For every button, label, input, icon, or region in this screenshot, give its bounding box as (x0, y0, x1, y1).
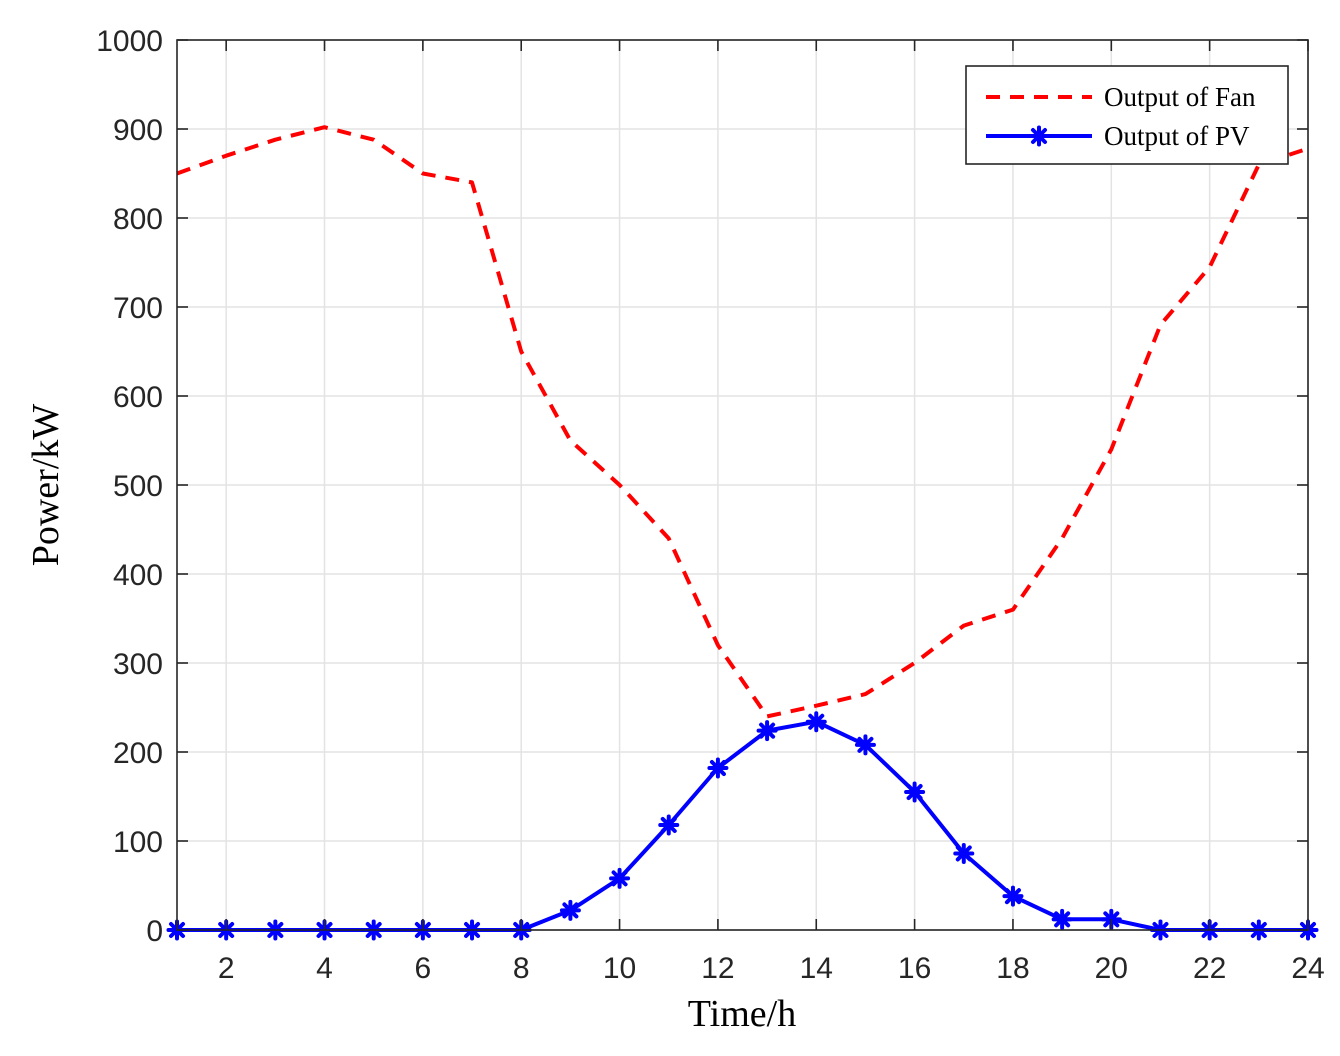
x-tick-label: 10 (603, 952, 636, 985)
x-axis-title: Time/h (688, 993, 796, 1035)
y-tick-label: 700 (113, 292, 163, 325)
x-tick-label: 22 (1193, 952, 1226, 985)
data-point-pv (1002, 885, 1024, 907)
series-layer (166, 125, 1319, 941)
y-tick-label: 0 (146, 915, 163, 948)
data-point-pv (658, 814, 680, 836)
data-point-pv (805, 711, 827, 733)
data-point-pv (904, 781, 926, 803)
x-axis-tick-labels: 2 4 6 8 10 12 14 16 18 20 22 24 (218, 952, 1325, 985)
legend: Output of Fan Output of PV (965, 65, 1289, 165)
x-tick-label: 8 (513, 952, 530, 985)
data-point-pv (707, 757, 729, 779)
legend-label-pv: Output of PV (1104, 121, 1250, 151)
y-tick-label: 800 (113, 203, 163, 236)
y-tick-label: 600 (113, 381, 163, 414)
series-line-fan (176, 125, 1309, 719)
y-axis-title: Power/kW (25, 404, 67, 567)
grid-lines (177, 39, 1309, 931)
x-tick-label: 20 (1095, 952, 1128, 985)
legend-asterisk-marker (1028, 125, 1050, 147)
x-tick-label: 16 (898, 952, 931, 985)
y-axis-tick-labels: 0 100 200 300 400 500 600 700 800 900 1000 (96, 25, 163, 948)
y-tick-label: 100 (113, 826, 163, 859)
legend-label-fan: Output of Fan (1104, 82, 1256, 112)
x-tick-label: 12 (701, 952, 734, 985)
legend-box (965, 65, 1289, 165)
legend-marker-pv (1028, 125, 1050, 147)
series-line-pv (177, 719, 1308, 932)
x-tick-label: 6 (415, 952, 432, 985)
x-tick-label: 4 (316, 952, 333, 985)
data-point-pv (756, 720, 778, 742)
x-tick-label: 2 (218, 952, 235, 985)
y-tick-label: 200 (113, 737, 163, 770)
x-tick-label: 14 (800, 952, 833, 985)
data-point-pv (953, 842, 975, 864)
axis-ticks (177, 39, 1309, 931)
y-tick-label: 400 (113, 559, 163, 592)
x-tick-label: 24 (1291, 952, 1324, 985)
y-tick-label: 500 (113, 470, 163, 503)
y-tick-label: 900 (113, 114, 163, 147)
data-point-pv (609, 867, 631, 889)
data-point-pv (854, 734, 876, 756)
y-tick-label: 300 (113, 648, 163, 681)
y-tick-label: 1000 (96, 25, 163, 58)
data-point-pv (1051, 908, 1073, 930)
x-tick-label: 18 (996, 952, 1029, 985)
data-point-pv (559, 899, 581, 921)
